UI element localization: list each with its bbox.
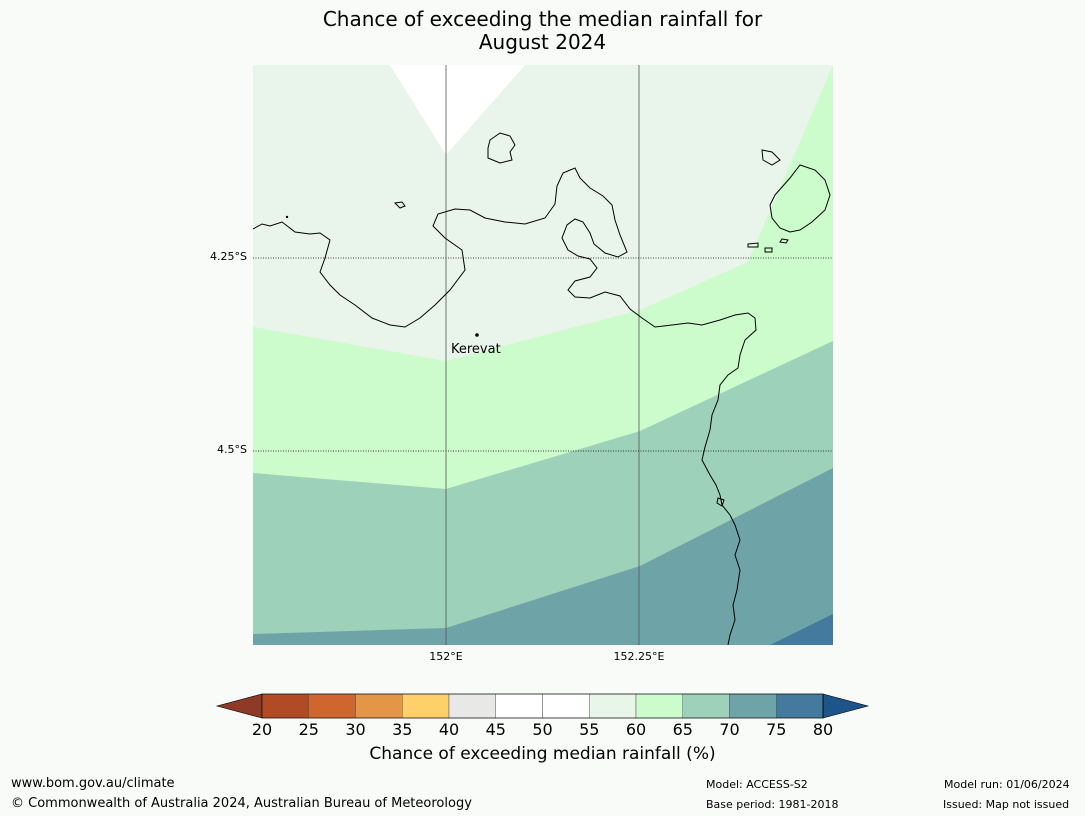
colorbar-tick-label: 35 bbox=[392, 720, 413, 739]
colorbar-bin-45 bbox=[495, 693, 543, 719]
colorbar-bin-40 bbox=[448, 693, 496, 719]
lon-label-152-25e: 152.25°E bbox=[613, 650, 665, 663]
colorbar-bin-20 bbox=[261, 693, 309, 719]
colorbar-tick-label: 60 bbox=[625, 720, 647, 739]
footer-website: www.bom.gov.au/climate bbox=[11, 776, 175, 791]
contour-fills bbox=[253, 65, 833, 645]
colorbar-bin-30 bbox=[355, 693, 403, 719]
coastline-islet-6 bbox=[716, 497, 725, 507]
colorbar-bin-75 bbox=[776, 693, 824, 719]
colorbar-bin-70 bbox=[729, 693, 777, 719]
footer-copyright: © Commonwealth of Australia 2024, Austra… bbox=[11, 796, 472, 811]
footer-model-run: Model run: 01/06/2024 bbox=[944, 778, 1070, 791]
colorbar-tick-label: 50 bbox=[532, 720, 553, 739]
kerevat-marker bbox=[475, 333, 479, 337]
contour-70-75 bbox=[253, 468, 833, 645]
coastline-islet-5 bbox=[779, 238, 789, 244]
colorbar-bin-25 bbox=[308, 693, 356, 719]
coastline-islet-3 bbox=[747, 242, 759, 248]
colorbar-tick-label: 65 bbox=[672, 720, 693, 739]
colorbar-bin-60 bbox=[635, 693, 683, 719]
colorbar-extend-low bbox=[215, 693, 263, 719]
colorbar bbox=[215, 693, 870, 719]
colorbar-extend-high bbox=[822, 693, 870, 719]
footer-model: Model: ACCESS-S2 bbox=[706, 778, 808, 791]
coastline-islet-4 bbox=[764, 247, 773, 253]
coastline-island-north bbox=[487, 132, 516, 164]
colorbar-tick-label: 55 bbox=[579, 720, 600, 739]
coastline bbox=[252, 132, 831, 646]
islet-dot bbox=[285, 215, 289, 219]
footer-issued: Issued: Map not issued bbox=[943, 798, 1070, 811]
map-title-line-2: August 2024 bbox=[478, 30, 607, 54]
lat-label-4-25s: 4.25°S bbox=[210, 250, 247, 263]
colorbar-tick-label: 70 bbox=[719, 720, 740, 739]
coastline-islet-2 bbox=[393, 201, 406, 209]
colorbar-bin-50 bbox=[542, 693, 590, 719]
colorbar-bin-65 bbox=[682, 693, 730, 719]
colorbar-bin-35 bbox=[402, 693, 450, 719]
colorbar-tick-label: 25 bbox=[298, 720, 319, 739]
coastline-main bbox=[252, 167, 757, 646]
colorbar-tick-label: 40 bbox=[438, 720, 460, 739]
graticule bbox=[253, 65, 833, 645]
map-title-line-1: Chance of exceeding the median rainfall … bbox=[322, 7, 763, 31]
lon-label-152e: 152°E bbox=[429, 650, 463, 663]
colorbar-bin-55 bbox=[589, 693, 637, 719]
contour-75-80 bbox=[770, 614, 833, 645]
colorbar-tick-label: 20 bbox=[251, 720, 273, 739]
colorbar-tick-label: 75 bbox=[766, 720, 787, 739]
colorbar-tick-label: 80 bbox=[812, 720, 834, 739]
colorbar-label: Chance of exceeding median rainfall (%) bbox=[369, 744, 716, 764]
coastline-island-east bbox=[769, 164, 831, 233]
colorbar-tick-label: 30 bbox=[345, 720, 366, 739]
place-label-kerevat: Kerevat bbox=[451, 342, 501, 357]
coastline-islet-1 bbox=[761, 149, 781, 166]
colorbar-outline bbox=[261, 693, 824, 719]
lat-label-4-5s: 4.5°S bbox=[217, 443, 247, 456]
colorbar-tick-label: 45 bbox=[485, 720, 506, 739]
footer-base-period: Base period: 1981-2018 bbox=[706, 798, 839, 811]
